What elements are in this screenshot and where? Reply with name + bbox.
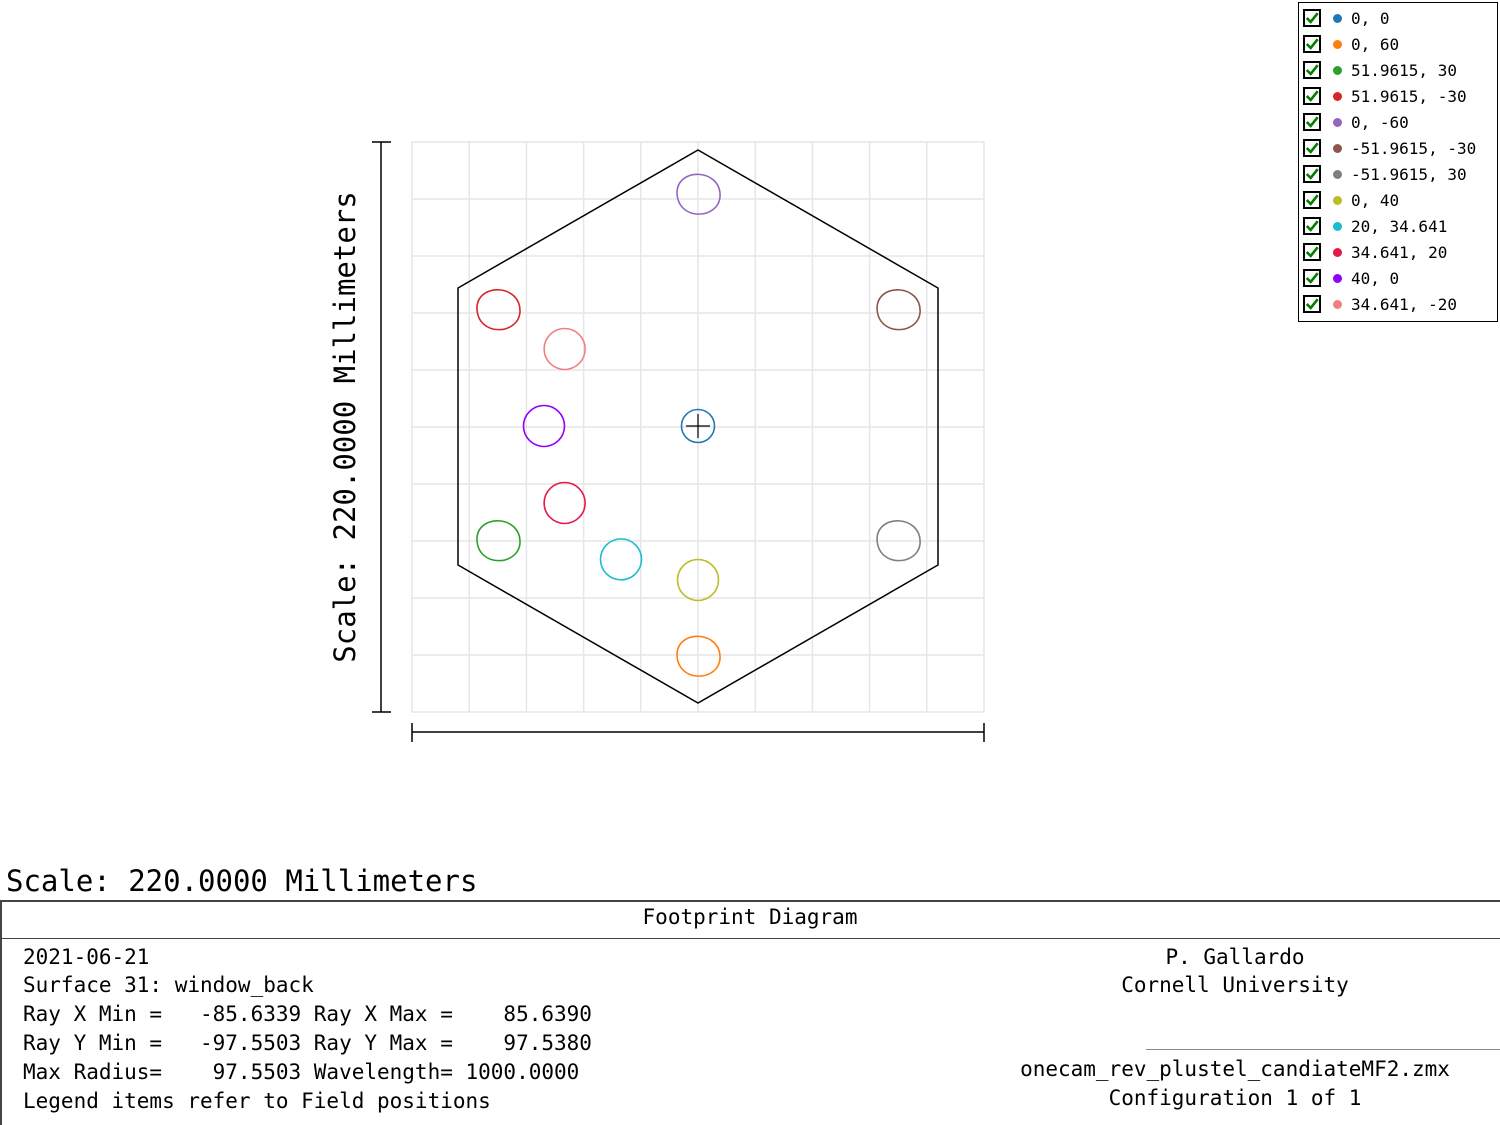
surface-text: Surface 31: window_back <box>23 973 314 997</box>
legend-label: 0, 0 <box>1351 8 1390 28</box>
legend-label: 51.9615, -30 <box>1351 86 1467 106</box>
legend-label: 34.641, -20 <box>1351 294 1457 314</box>
legend-item[interactable]: 0, -60 <box>1301 109 1497 135</box>
legend-label: 0, 40 <box>1351 190 1400 210</box>
legend-item[interactable]: 0, 60 <box>1301 31 1497 57</box>
legend-label: 51.9615, 30 <box>1351 60 1457 80</box>
checkbox-icon[interactable] <box>1303 295 1321 313</box>
legend-color-dot <box>1333 195 1342 205</box>
checkbox-icon[interactable] <box>1303 87 1321 105</box>
info-divider <box>1146 1049 1500 1050</box>
legend-item[interactable]: 0, 0 <box>1301 5 1497 31</box>
legend-item[interactable]: -51.9615, -30 <box>1301 135 1497 161</box>
legend-note-text: Legend items refer to Field positions <box>23 1089 491 1113</box>
checkbox-icon[interactable] <box>1303 61 1321 79</box>
plot-grid <box>412 142 984 712</box>
legend-label: 20, 34.641 <box>1351 216 1448 236</box>
legend-label: -51.9615, 30 <box>1351 164 1467 184</box>
checkbox-icon[interactable] <box>1303 191 1321 209</box>
legend-item[interactable]: 0, 40 <box>1301 187 1497 213</box>
legend-color-dot <box>1333 273 1342 283</box>
checkbox-icon[interactable] <box>1303 9 1321 27</box>
info-panel: Footprint Diagram 2021-06-21 Surface 31:… <box>0 900 1500 1125</box>
center-crosshair <box>686 414 710 438</box>
legend-item[interactable]: 40, 0 <box>1301 265 1497 291</box>
legend-item[interactable]: 34.641, 20 <box>1301 239 1497 265</box>
legend-item[interactable]: 51.9615, 30 <box>1301 57 1497 83</box>
scale-caption: Scale: 220.0000 Millimeters <box>6 864 478 898</box>
checkbox-icon[interactable] <box>1303 35 1321 53</box>
ray-x-text: Ray X Min = -85.6339 Ray X Max = 85.6390 <box>23 1002 592 1026</box>
legend-color-dot <box>1333 299 1342 309</box>
checkbox-icon[interactable] <box>1303 217 1321 235</box>
footprint-spot <box>543 327 586 371</box>
checkbox-icon[interactable] <box>1303 139 1321 157</box>
footprint-spot <box>876 520 921 562</box>
footprint-spot <box>476 520 521 562</box>
footprint-spot <box>676 173 721 215</box>
footprint-spot <box>522 404 566 448</box>
checkbox-icon[interactable] <box>1303 113 1321 131</box>
aperture-hexagon <box>457 149 939 704</box>
legend-label: 40, 0 <box>1351 268 1400 288</box>
configuration-text: Configuration 1 of 1 <box>1108 1086 1362 1110</box>
legend-item[interactable]: 51.9615, -30 <box>1301 83 1497 109</box>
legend-color-dot <box>1333 91 1342 101</box>
ray-y-text: Ray Y Min = -97.5503 Ray Y Max = 97.5380 <box>23 1031 592 1055</box>
legend-label: 0, -60 <box>1351 112 1409 132</box>
checkbox-icon[interactable] <box>1303 243 1321 261</box>
legend-item[interactable]: -51.9615, 30 <box>1301 161 1497 187</box>
info-title-row: Footprint Diagram <box>0 902 1500 939</box>
horizontal-scale-bar <box>411 723 985 742</box>
date-text: 2021-06-21 <box>23 945 150 969</box>
file-name-text: onecam_rev_plustel_candiateMF2.zmx <box>1020 1057 1450 1081</box>
legend-label: 34.641, 20 <box>1351 242 1448 262</box>
organization-text: Cornell University <box>1121 973 1349 997</box>
legend-color-dot <box>1333 247 1342 257</box>
footprint-spot <box>543 481 586 525</box>
info-left-border <box>0 900 2 1125</box>
legend-color-dot <box>1333 117 1342 127</box>
checkbox-icon[interactable] <box>1303 165 1321 183</box>
legend-item[interactable]: 20, 34.641 <box>1301 213 1497 239</box>
footprint-spots <box>476 173 921 677</box>
vertical-scale-bar <box>372 141 391 713</box>
author-text: P. Gallardo <box>1165 945 1305 969</box>
footprint-spot <box>676 635 721 677</box>
vertical-scale-label: Scale: 220.0000 Millimeters <box>328 191 362 662</box>
footprint-spot <box>476 289 521 331</box>
radius-text: Max Radius= 97.5503 Wavelength= 1000.000… <box>23 1060 580 1084</box>
legend-label: 0, 60 <box>1351 34 1400 54</box>
legend-color-dot <box>1333 39 1342 49</box>
footprint-spot <box>876 289 921 331</box>
legend: 0, 0 0, 60 51.9615, 30 51.9615, -30 0, -60 -5… <box>1298 2 1498 322</box>
legend-color-dot <box>1333 169 1342 179</box>
checkbox-icon[interactable] <box>1303 269 1321 287</box>
footprint-spot <box>680 408 716 444</box>
footprint-spot <box>676 558 720 602</box>
legend-color-dot <box>1333 221 1342 231</box>
footprint-spot <box>599 538 643 581</box>
legend-color-dot <box>1333 65 1342 75</box>
plot-frame <box>411 141 985 713</box>
diagram-title: Footprint Diagram <box>642 905 858 929</box>
footprint-plot: Scale: 220.0000 Millimeters <box>328 141 985 742</box>
legend-color-dot <box>1333 13 1342 23</box>
legend-color-dot <box>1333 143 1342 153</box>
legend-item[interactable]: 34.641, -20 <box>1301 291 1497 317</box>
legend-label: -51.9615, -30 <box>1351 138 1477 158</box>
